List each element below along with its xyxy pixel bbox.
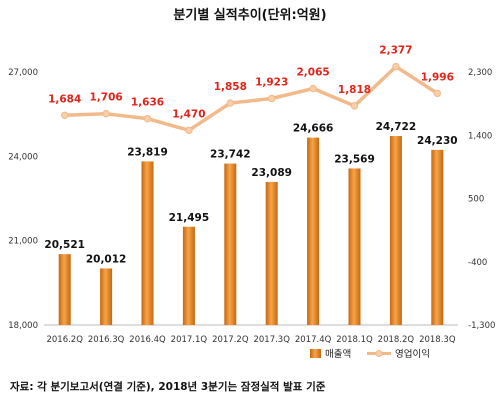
bar-value-label: 21,495 [169, 212, 210, 224]
line-value-label: 1,858 [214, 81, 247, 93]
x-axis-tick-label: 2017.2Q [212, 335, 249, 345]
line-value-label: 1,923 [255, 76, 288, 88]
bar-2016.2Q [58, 254, 71, 325]
left-axis-tick-label: 18,000 [8, 321, 38, 331]
line-point-2016.2Q [60, 111, 69, 119]
right-axis-tick-label: 1,400 [468, 131, 492, 141]
line-value-label: 1,470 [172, 108, 205, 120]
line-value-label: 1,996 [421, 71, 454, 83]
line-point-2016.3Q [102, 110, 110, 118]
right-axis-tick-label: 500 [468, 195, 484, 205]
legend-label-profit: 영업이익 [395, 348, 430, 360]
bar-value-label: 24,722 [376, 121, 417, 133]
x-axis-tick-label: 2017.3Q [253, 335, 290, 345]
legend-label-sales: 매출액 [325, 348, 351, 360]
right-axis-tick-label: 2,300 [468, 68, 492, 78]
bar-2018.1Q [348, 168, 361, 325]
line-point-2018.3Q [433, 89, 441, 98]
bar-2017.2Q [224, 163, 237, 325]
left-axis-tick-label: 24,000 [8, 152, 38, 162]
line-point-2016.4Q [143, 114, 152, 123]
left-axis-tick-label: 21,000 [8, 237, 38, 247]
bar-2017.1Q [182, 226, 195, 325]
bar-2018.2Q [389, 136, 402, 325]
x-axis-tick-label: 2016.4Q [129, 335, 166, 345]
line-point-2017.4Q [309, 84, 317, 93]
bar-value-label: 20,521 [44, 239, 85, 251]
legend-swatch-profit-marker [375, 350, 383, 357]
bar-value-label: 24,666 [293, 123, 334, 135]
x-axis-tick-label: 2017.1Q [171, 335, 208, 345]
x-axis-tick-label: 2018.1Q [336, 335, 373, 345]
line-value-label: 1,684 [48, 93, 81, 105]
line-value-label: 1,706 [89, 92, 122, 104]
chart-title: 분기별 실적추이(단위:억원) [173, 8, 327, 23]
line-point-2018.2Q [392, 62, 400, 71]
line-value-label: 1,818 [338, 84, 371, 96]
bar-value-label: 23,742 [210, 149, 251, 161]
source-note: 자료: 각 분기보고서(연결 기준), 2018년 3분기는 잠정실적 발표 기… [10, 381, 326, 393]
line-point-2017.3Q [268, 94, 276, 103]
x-axis-tick-label: 2016.3Q [88, 335, 125, 345]
bar-value-label: 23,819 [127, 146, 168, 158]
line-point-2017.2Q [226, 99, 235, 107]
bar-value-label: 23,569 [334, 153, 375, 165]
bar-2016.3Q [100, 268, 113, 325]
line-value-label: 2,065 [296, 67, 329, 79]
right-axis-tick-label: -400 [468, 258, 487, 268]
x-axis-tick-label: 2017.4Q [295, 335, 332, 345]
line-value-label: 1,636 [131, 97, 164, 109]
x-axis-tick-label: 2016.2Q [46, 335, 83, 345]
line-point-2017.1Q [185, 126, 193, 135]
x-axis-tick-label: 2018.3Q [419, 335, 456, 345]
line-value-label: 2,377 [379, 45, 412, 57]
bar-2017.3Q [265, 181, 278, 325]
bar-2017.4Q [307, 137, 320, 325]
bar-value-label: 24,230 [417, 135, 458, 147]
bar-2018.3Q [431, 149, 444, 325]
left-axis-tick-label: 27,000 [8, 68, 38, 78]
legend-swatch-sales [310, 349, 321, 358]
x-axis-tick-label: 2018.2Q [378, 335, 415, 345]
bar-2016.4Q [141, 161, 154, 325]
bar-value-label: 23,089 [251, 167, 292, 179]
line-point-2018.1Q [350, 102, 359, 110]
right-axis-tick-label: -1,300 [468, 321, 495, 331]
operating-profit-line [64, 64, 439, 133]
bar-value-label: 20,012 [86, 253, 127, 265]
